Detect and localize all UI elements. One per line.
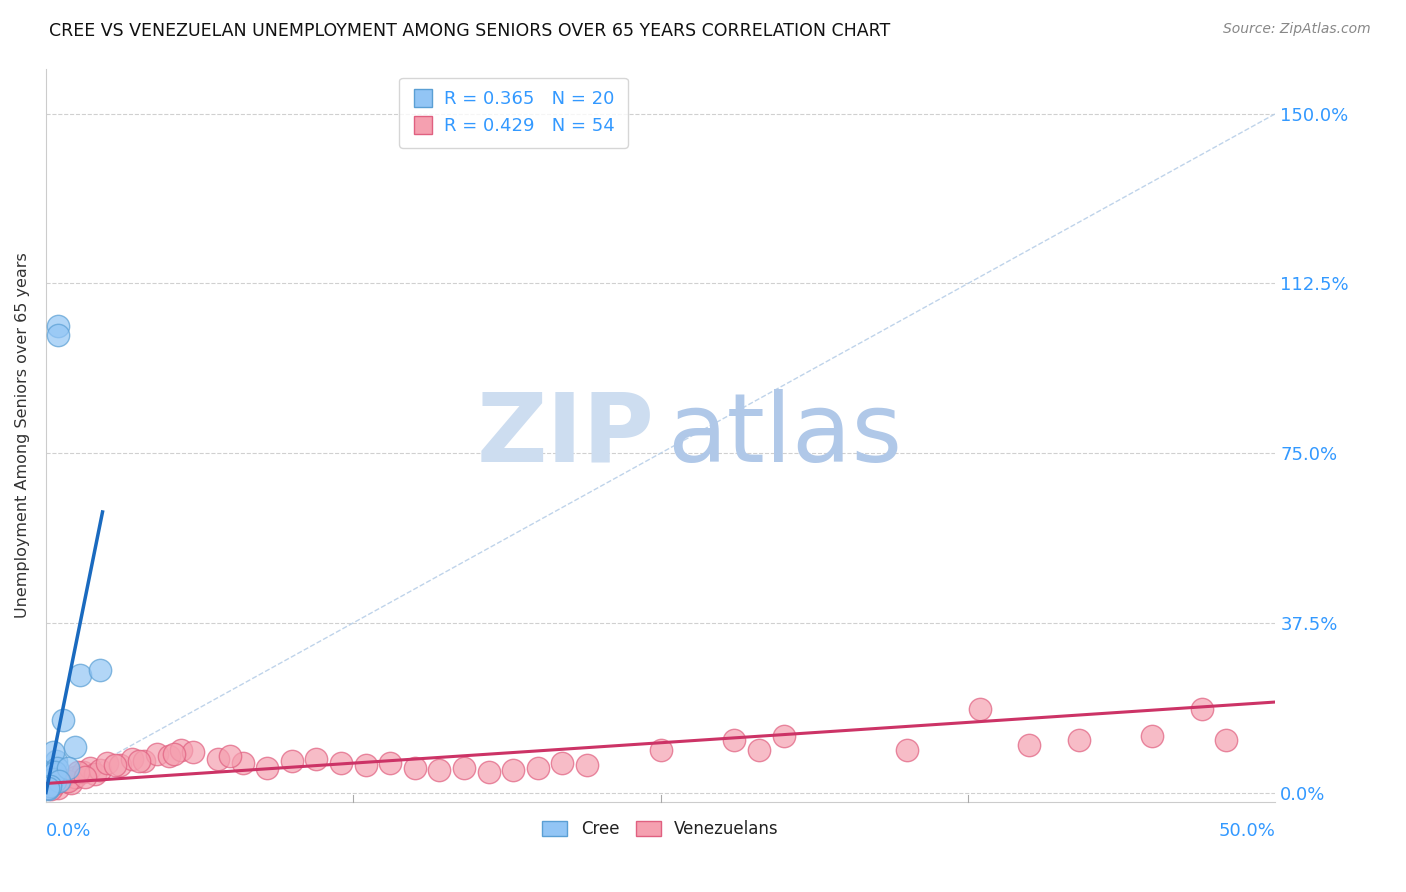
Point [52,713,75,727]
Point [45,754,67,768]
Text: ZIP: ZIP [477,389,655,482]
Point [281,754,304,768]
Point [163,747,186,761]
Text: 0.0%: 0.0% [46,822,91,840]
Point [453,761,475,775]
Point [748,742,770,756]
Point [575,758,598,772]
Point [46,328,69,343]
Point [84,767,107,781]
Point [121,751,143,765]
Point [256,761,278,775]
Text: 50.0%: 50.0% [1219,822,1275,840]
Point [59,776,82,790]
Point [526,761,548,775]
Point [44,765,66,780]
Point [134,754,156,768]
Point [56,774,79,789]
Point [723,733,745,747]
Point [157,749,180,764]
Point [41,765,63,780]
Point [404,761,426,775]
Point [477,765,499,780]
Point [354,758,377,772]
Point [65,740,87,755]
Point [330,756,353,771]
Text: atlas: atlas [666,389,901,482]
Point [551,756,574,771]
Point [44,774,66,789]
Point [219,749,242,764]
Point [55,774,77,789]
Point [75,770,97,784]
Point [502,763,524,777]
Point [305,751,328,765]
Point [48,774,70,789]
Text: Source: ZipAtlas.com: Source: ZipAtlas.com [1223,22,1371,37]
Point [207,751,229,765]
Point [969,702,991,716]
Point [183,745,205,759]
Point [37,780,59,795]
Point [128,754,150,768]
Point [104,758,127,772]
Point [39,781,62,796]
Point [69,668,91,682]
Point [38,770,60,784]
Point [72,765,94,780]
Point [1191,702,1213,716]
Point [1142,729,1164,743]
Point [89,763,111,777]
Point [79,761,101,775]
Point [49,772,72,786]
Point [42,745,65,759]
Point [170,742,193,756]
Point [65,770,87,784]
Point [1215,733,1237,747]
Legend: Cree, Venezuelans: Cree, Venezuelans [536,814,786,845]
Point [1067,733,1090,747]
Point [232,756,254,771]
Point [56,761,79,775]
Y-axis label: Unemployment Among Seniors over 65 years: Unemployment Among Seniors over 65 years [15,252,30,618]
Point [1018,738,1040,752]
Point [37,781,59,796]
Point [427,763,450,777]
Text: CREE VS VENEZUELAN UNEMPLOYMENT AMONG SENIORS OVER 65 YEARS CORRELATION CHART: CREE VS VENEZUELAN UNEMPLOYMENT AMONG SE… [49,22,890,40]
Point [772,729,794,743]
Point [96,756,118,771]
Point [380,756,402,771]
Point [66,765,89,780]
Point [46,761,69,775]
Point [38,777,60,791]
Point [650,742,672,756]
Point [108,758,131,772]
Point [46,319,69,334]
Point [46,780,69,795]
Point [42,779,65,793]
Point [896,742,918,756]
Point [89,664,111,678]
Point [39,779,62,793]
Point [145,747,167,761]
Point [45,776,67,790]
Point [41,772,63,786]
